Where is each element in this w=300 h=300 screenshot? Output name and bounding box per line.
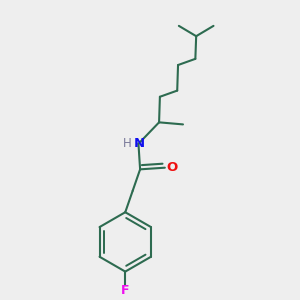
Text: H: H bbox=[123, 137, 132, 150]
Text: F: F bbox=[121, 284, 130, 297]
Text: N: N bbox=[134, 137, 145, 150]
Text: O: O bbox=[166, 161, 178, 174]
